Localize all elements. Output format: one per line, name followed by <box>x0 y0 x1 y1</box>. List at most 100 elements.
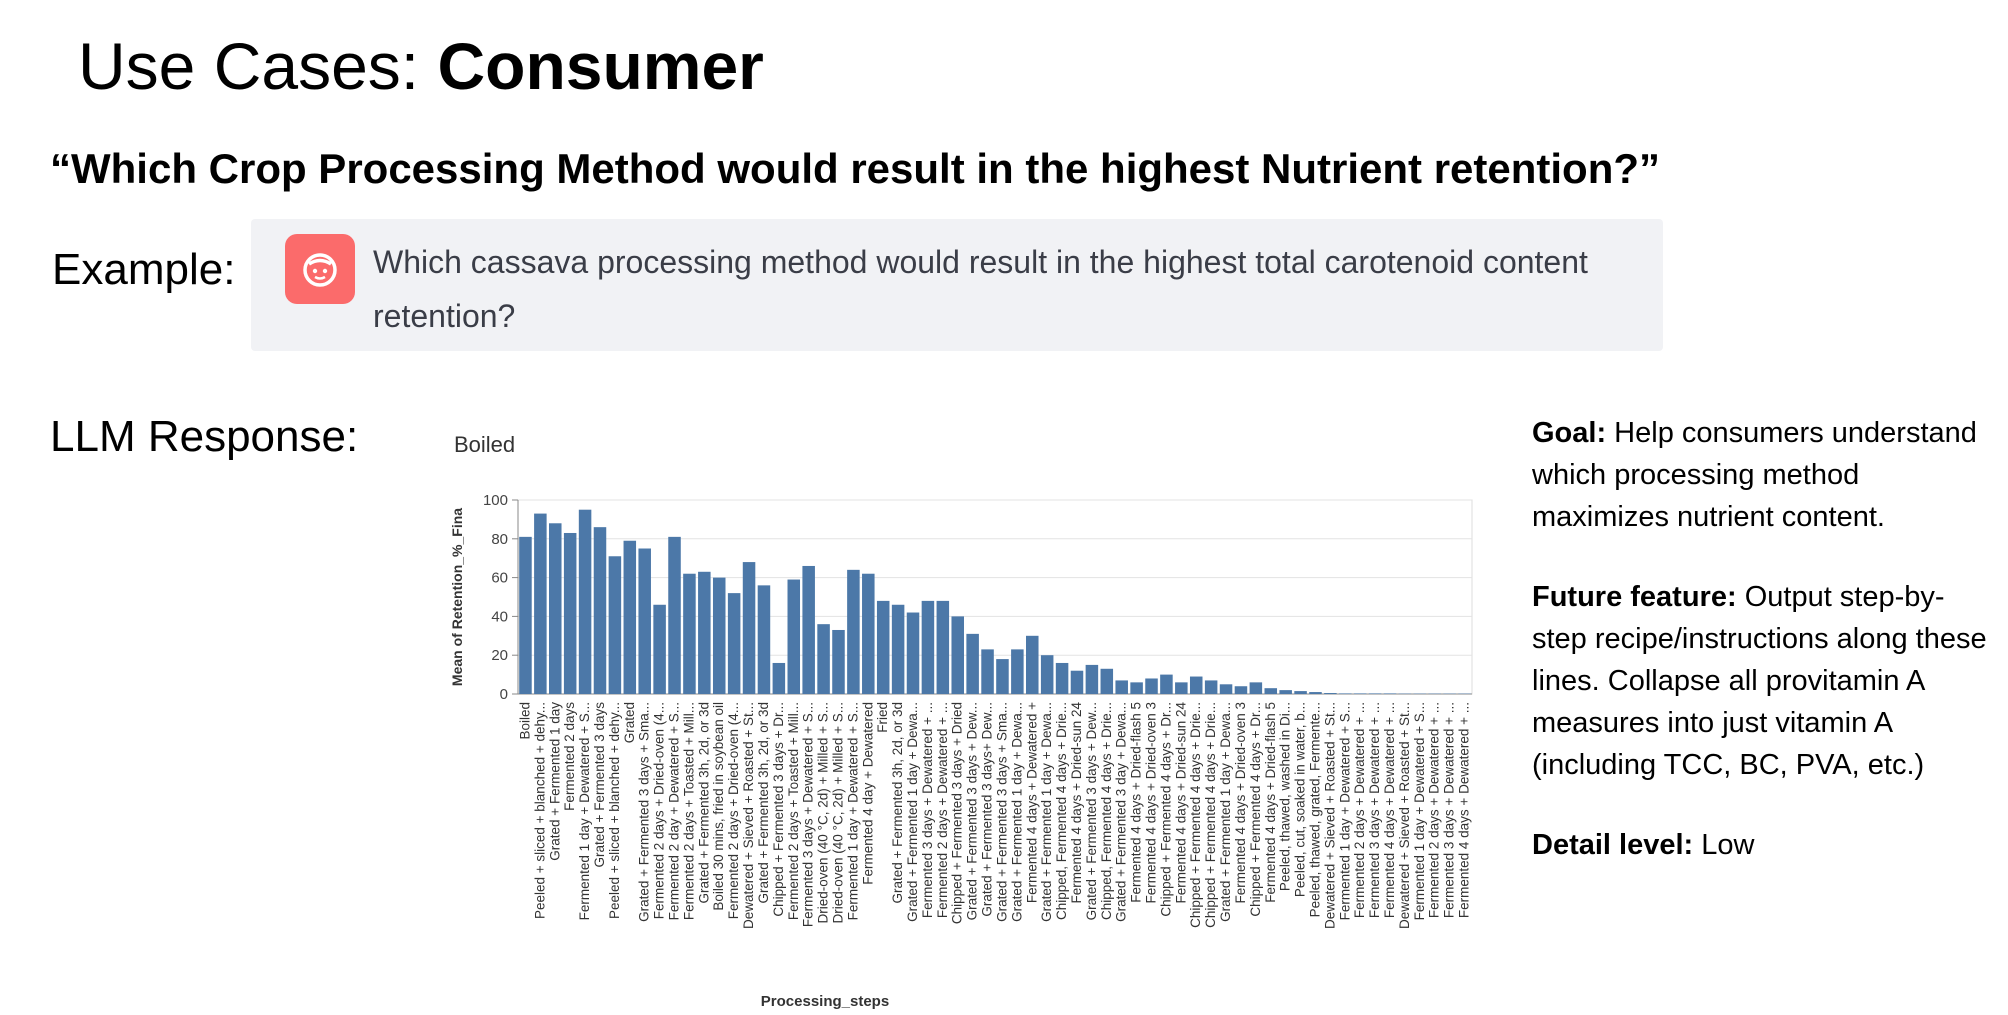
bar <box>1205 680 1218 694</box>
x-tick-label: Fermented 2 days + Dewatered + ... <box>1352 702 1367 918</box>
avatar <box>285 234 355 304</box>
x-tick-label: Grated + Fermented 3 days + Sma... <box>637 702 652 922</box>
x-tick-label: Fermented 4 day + Dewatered <box>860 702 875 885</box>
x-tick-label: Grated + Fermented 1 day + Dewa... <box>1039 702 1054 922</box>
x-tick-label: Fermented 2 days + Toasted + Mill... <box>786 702 801 920</box>
example-chat-message: Which cassava processing method would re… <box>251 219 1663 351</box>
bar <box>1041 655 1054 694</box>
x-tick-label: Fermented 4 days + Dried-flash 5 <box>1129 702 1144 903</box>
x-tick-label: Fermented 2 days + Dewatered + ... <box>1427 702 1442 918</box>
bar <box>1235 686 1248 694</box>
x-tick-label: Dewatered + Sieved + Roasted + St... <box>741 702 756 929</box>
bar <box>1279 690 1292 694</box>
x-tick-label: Fermented 4 days + Dried-oven 3 <box>1144 702 1159 903</box>
detail-label: Detail level: <box>1532 829 1693 861</box>
slide-title: Use Cases: Consumer <box>78 24 764 108</box>
bar <box>1309 692 1322 694</box>
bar <box>1190 677 1203 694</box>
bar <box>519 537 532 694</box>
x-tick-label: Fermented 1 day + Dewatered + S... <box>577 702 592 920</box>
bar <box>1056 663 1069 694</box>
bar <box>1354 693 1367 694</box>
x-tick-label: Chipped + Fermented 4 days + Drie... <box>1188 702 1203 928</box>
x-tick-label: Chipped + Fermented 4 days + Dr... <box>1158 702 1173 917</box>
bar <box>1026 636 1039 694</box>
bar <box>773 663 786 694</box>
x-tick-label: Chipped + Fermented 4 days + Dr... <box>1248 702 1263 917</box>
x-tick-label: Grated + Fermented 1 day <box>547 702 562 861</box>
x-tick-label: Grated + Fermented 3 day + Dewa... <box>1114 702 1129 922</box>
bar <box>951 616 964 694</box>
x-tick-label: Grated + Fermented 1 day + Dewa... <box>1009 702 1024 922</box>
x-tick-label: Grated <box>622 702 637 743</box>
y-tick-label: 0 <box>500 686 508 703</box>
detail-level-note: Detail level: Low <box>1532 824 1992 866</box>
bar <box>653 605 666 694</box>
future-feature-note: Future feature: Output step-by-step reci… <box>1532 576 1992 786</box>
bar <box>817 624 830 694</box>
y-tick-label: 20 <box>491 647 508 664</box>
x-tick-label: Grated + Fermented 3h, 2d, or 3d <box>756 702 771 904</box>
goal-note: Goal: Help consumers understand which pr… <box>1532 412 1992 538</box>
example-message-text: Which cassava processing method would re… <box>373 235 1643 343</box>
bar <box>1324 693 1337 694</box>
bar <box>609 556 622 694</box>
x-tick-label: Chipped, Fermented 4 days + Drie... <box>1054 702 1069 920</box>
notes-panel: Goal: Help consumers understand which pr… <box>1532 412 1992 904</box>
question-heading: “Which Crop Processing Method would resu… <box>50 145 1660 193</box>
y-tick-label: 100 <box>483 492 508 509</box>
x-tick-label: Fermented 1 day + Dewatered + S... <box>1337 702 1352 920</box>
x-tick-label: Fermented 1 day + Dewatered + S... <box>1412 702 1427 920</box>
bar <box>1250 682 1263 694</box>
x-tick-label: Fermented 2 day + Dewatered + S... <box>667 702 682 920</box>
bar <box>564 533 577 694</box>
bar <box>1115 680 1128 694</box>
x-tick-label: Fermented 2 days + Dewatered + ... <box>935 702 950 918</box>
bar <box>1101 669 1114 694</box>
bar <box>743 562 756 694</box>
bar <box>1175 682 1188 694</box>
bar <box>1369 693 1382 694</box>
future-label: Future feature: <box>1532 581 1737 613</box>
x-tick-label: Boiled 30 mins, fried in soybean oil <box>711 702 726 911</box>
x-tick-label: Grated + Fermented 1 day + Dewa... <box>905 702 920 922</box>
bar <box>1086 665 1099 694</box>
x-tick-label: Grated + Fermented 3 days + Dew... <box>965 702 980 920</box>
x-tick-label: Chipped + Fermented 3 days + Dried <box>950 702 965 924</box>
x-tick-label: Grated + Fermented 3h, 2d, or 3d <box>890 702 905 904</box>
bar <box>907 613 920 694</box>
bar <box>832 630 845 694</box>
x-tick-label: Fermented 4 days + Dewatered + ... <box>1382 702 1397 918</box>
chart-subtitle: Boiled <box>454 432 515 458</box>
x-tick-label: Dewatered + Sieved + Roasted + St... <box>1397 702 1412 929</box>
user-face-icon <box>300 249 340 289</box>
bar <box>728 593 741 694</box>
llm-response-label: LLM Response: <box>50 412 358 462</box>
bar <box>594 527 607 694</box>
x-tick-label: Chipped + Fermented 3 days + Dr... <box>771 702 786 917</box>
y-tick-label: 40 <box>491 608 508 625</box>
bar <box>788 580 801 694</box>
title-bold: Consumer <box>437 29 763 103</box>
bar <box>579 510 592 694</box>
x-tick-label: Fried <box>875 702 890 733</box>
x-tick-label: Dewatered + Sieved + Roasted + St... <box>1322 702 1337 929</box>
x-tick-label: Chipped + Fermented 4 days + Drie... <box>1203 702 1218 928</box>
bar <box>996 659 1009 694</box>
x-tick-label: Dried-oven (40 °C, 2d) + Milled + S... <box>816 702 831 924</box>
x-tick-label: Peeled, thawed, washed in Di... <box>1278 702 1293 891</box>
bar <box>877 601 890 694</box>
y-tick-label: 60 <box>491 570 508 587</box>
x-tick-label: Fermented 4 days + Dewatered + ... <box>1457 702 1472 918</box>
x-tick-label: Chipped, Fermented 4 days + Drie... <box>1099 702 1114 920</box>
bar <box>638 549 651 695</box>
bar <box>1294 691 1307 694</box>
x-tick-label: Fermented 3 days + Dewatered + ... <box>1367 702 1382 918</box>
bar <box>937 601 950 694</box>
x-tick-label: Fermented 2 days <box>562 702 577 811</box>
bar <box>1145 678 1158 694</box>
x-tick-label: Fermented 3 days + Dewatered + S... <box>801 702 816 927</box>
bar <box>1339 693 1352 694</box>
x-tick-label: Fermented 2 days + Dried-oven (4... <box>652 702 667 919</box>
bar <box>1384 693 1397 694</box>
